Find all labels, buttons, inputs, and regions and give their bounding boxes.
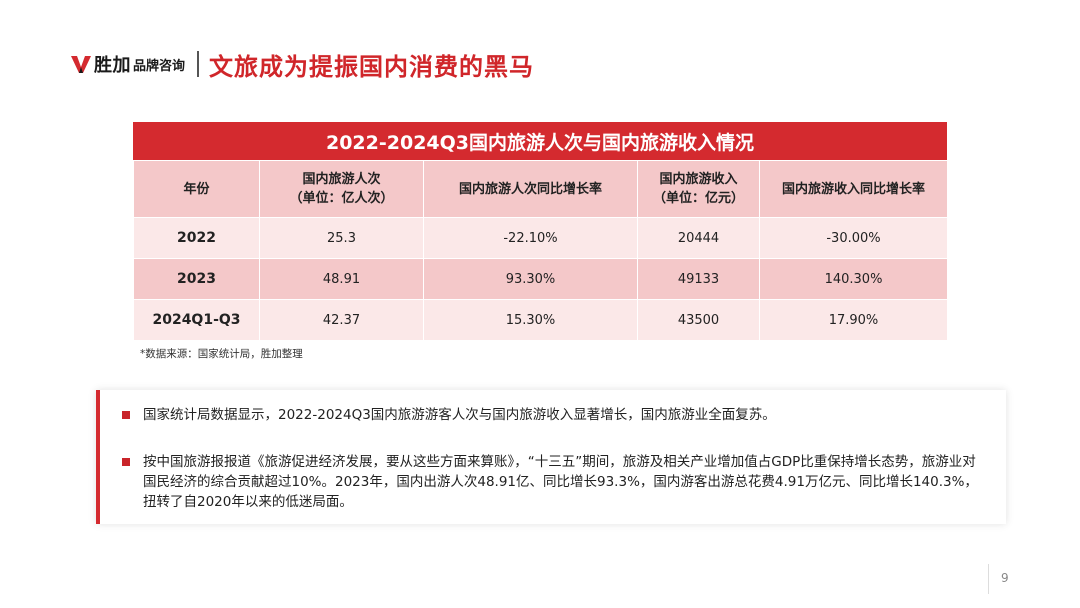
square-bullet-icon xyxy=(122,458,130,466)
cell-year: 2023 xyxy=(133,258,260,300)
square-bullet-icon xyxy=(122,411,130,419)
table-caption: 2022-2024Q3国内旅游人次与国内旅游收入情况 xyxy=(133,122,947,160)
header-trips-label: 国内旅游人次 xyxy=(302,172,381,187)
data-source-note: *数据来源：国家统计局，胜加整理 xyxy=(140,348,303,360)
header-year: 年份 xyxy=(133,160,260,218)
bullet-item: 国家统计局数据显示，2022-2024Q3国内旅游游客人次与国内旅游收入显著增长… xyxy=(122,405,982,425)
bullet-text: 按中国旅游报报道《旅游促进经济发展，要从这些方面来算账》，“十三五”期间，旅游及… xyxy=(143,454,978,510)
brand-logo: 胜加 品牌咨询 xyxy=(70,51,185,77)
cell-trips-growth: -22.10% xyxy=(423,217,638,259)
header-trips: 国内旅游人次 （单位：亿人次） xyxy=(259,160,424,218)
cell-revenue: 49133 xyxy=(637,258,760,300)
cell-trips-growth: 93.30% xyxy=(423,258,638,300)
summary-box: 国家统计局数据显示，2022-2024Q3国内旅游游客人次与国内旅游收入显著增长… xyxy=(96,390,1006,524)
tourism-table: 年份 国内旅游人次 （单位：亿人次） 国内旅游人次同比增长率 国内旅游收入 （单… xyxy=(133,160,948,341)
table-row: 2024Q1-Q3 42.37 15.30% 43500 17.90% xyxy=(133,299,948,341)
page-number-divider xyxy=(988,564,989,594)
cell-trips: 25.3 xyxy=(259,217,424,259)
header-revenue: 国内旅游收入 （单位：亿元） xyxy=(637,160,760,218)
header-trips-unit: （单位：亿人次） xyxy=(289,191,394,206)
cell-trips-growth: 15.30% xyxy=(423,299,638,341)
page-title: 文旅成为提振国内消费的黑马 xyxy=(209,52,535,81)
cell-trips: 48.91 xyxy=(259,258,424,300)
cell-trips: 42.37 xyxy=(259,299,424,341)
header-revenue-label: 国内旅游收入 xyxy=(659,172,738,187)
table-header-row: 年份 国内旅游人次 （单位：亿人次） 国内旅游人次同比增长率 国内旅游收入 （单… xyxy=(133,160,948,218)
cell-revenue: 43500 xyxy=(637,299,760,341)
header-revenue-unit: （单位：亿元） xyxy=(652,191,744,206)
header-revenue-growth: 国内旅游收入同比增长率 xyxy=(759,160,948,218)
cell-revenue-growth: 17.90% xyxy=(759,299,948,341)
header-trips-growth: 国内旅游人次同比增长率 xyxy=(423,160,638,218)
data-table-panel: 2022-2024Q3国内旅游人次与国内旅游收入情况 年份 国内旅游人次 （单位… xyxy=(133,122,948,341)
page-number: 9 xyxy=(1001,571,1009,585)
cell-revenue: 20444 xyxy=(637,217,760,259)
v-logo-icon xyxy=(70,53,92,75)
bullet-item: 按中国旅游报报道《旅游促进经济发展，要从这些方面来算账》，“十三五”期间，旅游及… xyxy=(122,452,982,512)
cell-revenue-growth: -30.00% xyxy=(759,217,948,259)
table-row: 2022 25.3 -22.10% 20444 -30.00% xyxy=(133,217,948,259)
bullet-text: 国家统计局数据显示，2022-2024Q3国内旅游游客人次与国内旅游收入显著增长… xyxy=(143,407,776,423)
cell-revenue-growth: 140.30% xyxy=(759,258,948,300)
header: 胜加 品牌咨询 文旅成为提振国内消费的黑马 xyxy=(70,44,534,84)
brand-name: 胜加 xyxy=(94,55,131,76)
table-row: 2023 48.91 93.30% 49133 140.30% xyxy=(133,258,948,300)
brand-subtitle: 品牌咨询 xyxy=(133,58,186,74)
cell-year: 2024Q1-Q3 xyxy=(133,299,260,341)
cell-year: 2022 xyxy=(133,217,260,259)
header-divider xyxy=(197,51,200,77)
